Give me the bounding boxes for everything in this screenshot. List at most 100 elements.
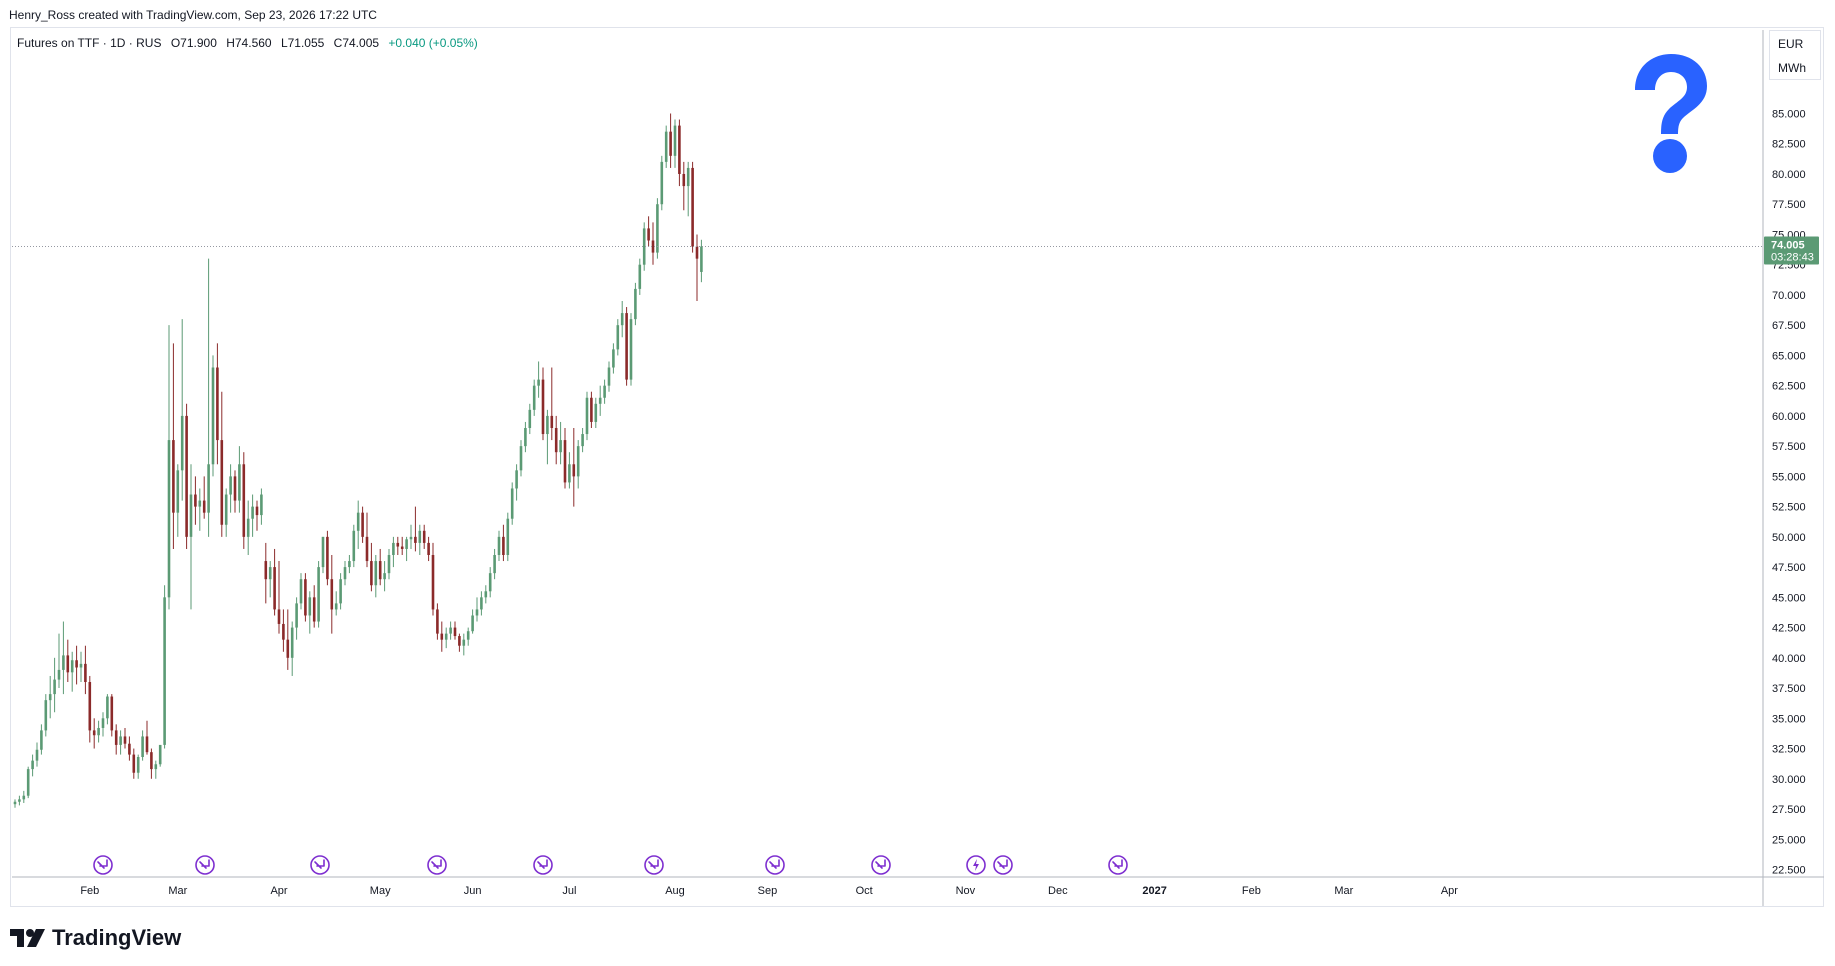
currency-unit[interactable]: EUR	[1778, 37, 1804, 51]
candle-body	[308, 597, 312, 616]
unit-selector[interactable]: EUR MWh	[1769, 30, 1821, 80]
candle-body	[682, 173, 686, 187]
legend-symbol[interactable]: Futures on TTF · 1D · RUS	[17, 36, 162, 50]
candle-body	[356, 512, 360, 531]
y-tick-label: 65.000	[1772, 350, 1806, 362]
candle-body	[348, 561, 351, 568]
candle-body	[678, 125, 681, 174]
candle-body	[216, 367, 219, 441]
candle-body	[119, 736, 122, 745]
candle-body	[141, 736, 144, 758]
event-marker-icon	[765, 855, 785, 875]
y-tick-label: 35.000	[1772, 713, 1806, 725]
arrow-icon	[875, 859, 886, 869]
candle-body	[260, 494, 263, 516]
candle-body	[40, 730, 43, 750]
candle-body	[317, 567, 320, 622]
y-tick-label: 85.000	[1772, 109, 1806, 121]
candle-body	[458, 636, 461, 646]
event-marker-icon	[93, 855, 113, 875]
candle-body	[97, 727, 100, 736]
y-tick-label: 62.500	[1772, 381, 1806, 393]
candle-body	[233, 476, 237, 501]
candle-body	[471, 615, 474, 632]
last-price-tag	[1764, 236, 1819, 265]
y-tick-label: 45.000	[1772, 592, 1806, 604]
y-tick-label: 27.500	[1772, 804, 1806, 816]
y-tick-label: 55.000	[1772, 471, 1806, 483]
candle-body	[57, 669, 61, 680]
candle-body	[62, 655, 65, 670]
candle-body	[475, 609, 479, 616]
candle-body	[431, 555, 435, 610]
tradingview-logo[interactable]: TradingView	[10, 925, 181, 951]
candle-body	[563, 440, 567, 483]
candle-body	[189, 494, 193, 537]
candle-body	[528, 409, 532, 428]
x-tick-label: Feb	[80, 885, 99, 897]
candle-body	[286, 639, 290, 658]
candle-body	[220, 440, 224, 525]
last-price-countdown: 03:28:43	[1771, 251, 1814, 263]
candle-body	[480, 597, 483, 610]
candle-body	[361, 512, 364, 537]
x-tick-label: Mar	[1334, 885, 1353, 897]
candle-body	[370, 561, 373, 586]
candle-body	[568, 464, 571, 483]
candle-body	[211, 367, 215, 465]
candle-body	[440, 633, 444, 640]
candle-body	[550, 415, 554, 428]
candle-body	[449, 627, 452, 634]
candle-body	[519, 446, 523, 471]
legend-low: L71.055	[280, 36, 325, 50]
candle-body	[13, 801, 17, 805]
x-tick-label: Jul	[562, 885, 576, 897]
candle-body	[642, 228, 646, 265]
arrow-icon	[997, 859, 1008, 869]
candle-body	[585, 397, 589, 435]
x-tick-label: Dec	[1048, 885, 1068, 897]
arrow-icon	[431, 859, 442, 869]
candle-body	[101, 718, 105, 728]
x-tick-label: May	[370, 885, 391, 897]
candle-body	[295, 603, 298, 628]
candle-body	[515, 470, 518, 489]
arrow-icon	[1112, 859, 1123, 869]
y-tick-label: 42.500	[1772, 623, 1806, 635]
candle-body	[502, 536, 505, 556]
candle-body	[79, 663, 83, 668]
candle-body	[123, 736, 127, 744]
candle-body	[180, 415, 184, 471]
candle-body	[185, 415, 188, 537]
candle-body	[616, 325, 620, 350]
candle-body	[128, 743, 131, 755]
candle-body	[524, 427, 527, 447]
candle-body	[238, 464, 241, 501]
y-tick-label: 77.500	[1772, 199, 1806, 211]
candle-body	[466, 631, 470, 640]
candle-body	[150, 752, 153, 770]
y-tick-label: 82.500	[1772, 139, 1806, 151]
event-marker-icon	[644, 855, 664, 875]
candle-body	[194, 494, 197, 507]
candle-body	[229, 476, 232, 495]
candle-body	[634, 288, 637, 320]
candle-body	[572, 464, 576, 477]
candle-body	[352, 530, 356, 562]
y-tick-label: 60.000	[1772, 411, 1806, 423]
candle-body	[330, 579, 334, 610]
candle-body	[396, 542, 400, 547]
arrow-icon	[537, 859, 548, 869]
candle-body	[176, 470, 180, 513]
candle-body	[546, 415, 549, 435]
candle-body	[607, 367, 611, 386]
candle-body	[202, 500, 206, 513]
candle-body	[405, 539, 408, 549]
event-marker-icon	[195, 855, 215, 875]
candle-body	[163, 597, 166, 745]
candle-body	[326, 536, 329, 580]
measure-unit[interactable]: MWh	[1778, 61, 1806, 75]
candle-body	[264, 561, 268, 580]
chart-frame[interactable]	[10, 27, 1824, 907]
